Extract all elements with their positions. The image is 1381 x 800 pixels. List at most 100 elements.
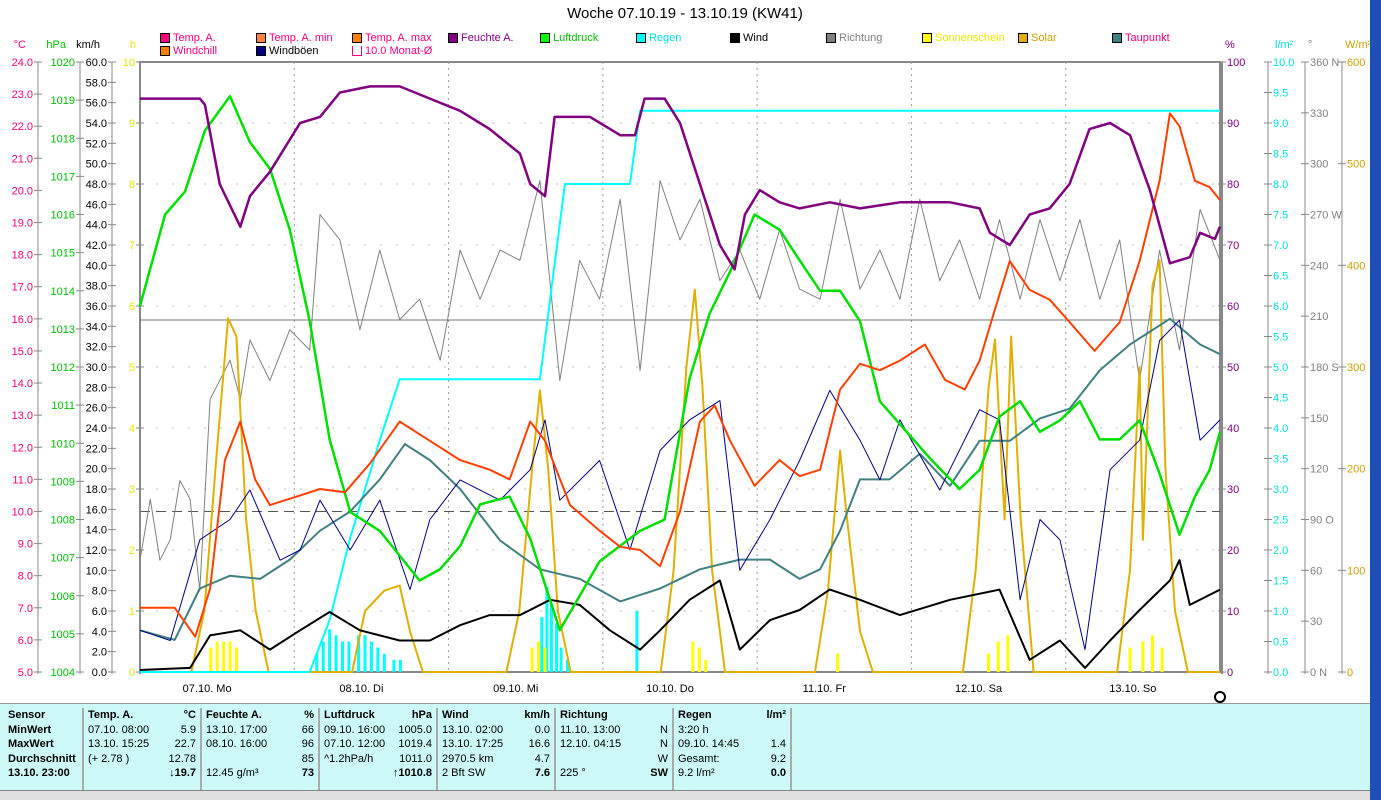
stats-cell: (+ 2.78 ) bbox=[88, 752, 130, 765]
stats-cell: 2970.5 km bbox=[442, 752, 494, 765]
tick-label-temp: 17.0 bbox=[12, 282, 33, 294]
stats-cell: W bbox=[657, 752, 668, 765]
stats-cell: Richtung bbox=[560, 709, 608, 721]
tick-label-solar: 200 bbox=[1347, 464, 1365, 476]
axis-unit-temp: °C bbox=[14, 39, 26, 51]
tick-label-hum: 40 bbox=[1227, 423, 1239, 435]
tick-label-wind: 26.0 bbox=[86, 403, 107, 415]
tick-label-wind: 16.0 bbox=[86, 504, 107, 516]
tick-label-press: 1007 bbox=[51, 553, 75, 565]
axis-unit-press: hPa bbox=[46, 39, 66, 51]
tick-label-wind: 42.0 bbox=[86, 240, 107, 252]
tick-label-rain: 2.5 bbox=[1273, 515, 1288, 527]
stats-cell: ↓19.7 bbox=[169, 767, 196, 779]
bar-sonnenschein bbox=[1128, 647, 1132, 672]
legend-swatch bbox=[826, 33, 836, 43]
tick-label-wind: 44.0 bbox=[86, 220, 107, 232]
legend-swatch bbox=[730, 33, 740, 43]
tick-label-dir: 60 bbox=[1310, 565, 1322, 577]
tick-label-press: 1009 bbox=[51, 476, 75, 488]
bar-sonnenschein bbox=[215, 641, 219, 672]
stats-row: Wind km/h bbox=[442, 708, 550, 723]
tick-label-rain: 1.5 bbox=[1273, 576, 1288, 588]
tick-label-dir: 150 bbox=[1310, 413, 1328, 425]
tick-label-hum: 90 bbox=[1227, 118, 1239, 130]
tick-label-rain: 7.5 bbox=[1273, 210, 1288, 222]
tick-label-temp: 14.0 bbox=[12, 378, 33, 390]
stats-row: 3:20 h bbox=[678, 723, 786, 738]
legend-item: Windböen bbox=[256, 45, 319, 57]
stats-row: 225 ° SW bbox=[560, 766, 668, 781]
tick-label-dir: 30 bbox=[1310, 616, 1322, 628]
legend-label: Taupunkt bbox=[1125, 32, 1170, 44]
tick-label-temp: 19.0 bbox=[12, 218, 33, 230]
legend-label: Feuchte A. bbox=[461, 32, 514, 44]
tick-label-temp: 21.0 bbox=[12, 153, 33, 165]
stats-cell: 2 Bft SW bbox=[442, 767, 486, 779]
stats-cell: Feuchte A. bbox=[206, 709, 262, 721]
tick-label-wind: 24.0 bbox=[86, 423, 107, 435]
legend-item: Temp. A. max bbox=[352, 32, 432, 44]
stats-cell: 22.7 bbox=[174, 738, 196, 750]
bar-regen bbox=[363, 635, 367, 672]
stats-row: Gesamt: 9.2 bbox=[678, 752, 786, 767]
legend-item: Temp. A. bbox=[160, 32, 216, 44]
legend-swatch bbox=[1018, 33, 1028, 43]
legend-label: Wind bbox=[743, 32, 769, 44]
legend-swatch bbox=[448, 33, 458, 43]
tick-label-dir: 330 bbox=[1310, 108, 1328, 120]
stats-column: Wind km/h 13.10. 02:00 0.0 13.10. 17:25 16.6 2… bbox=[438, 708, 556, 790]
stats-row: 13.10. 23:00 bbox=[8, 766, 78, 781]
scroll-handle[interactable] bbox=[1214, 691, 1226, 703]
legend-label: Temp. A. min bbox=[269, 32, 333, 44]
tick-label-sun: 4 bbox=[129, 423, 135, 435]
bar-regen bbox=[376, 647, 380, 672]
stats-cell: 09.10. 16:00 bbox=[324, 723, 386, 736]
tick-label-temp: 23.0 bbox=[12, 89, 33, 101]
stats-cell: % bbox=[304, 709, 314, 721]
tick-label-wind: 56.0 bbox=[86, 98, 107, 110]
bar-regen bbox=[341, 641, 344, 672]
tick-label-wind: 34.0 bbox=[86, 321, 107, 333]
legend-label: Luftdruck bbox=[553, 32, 599, 44]
stats-row: 9.2 l/m² 0.0 bbox=[678, 766, 786, 781]
tick-label-press: 1017 bbox=[51, 171, 75, 183]
bar-regen bbox=[566, 659, 569, 672]
bar-regen bbox=[545, 586, 549, 672]
chart-title: Woche 07.10.19 - 13.10.19 (KW41) bbox=[567, 5, 803, 22]
stats-cell: Gesamt: bbox=[678, 752, 720, 765]
tick-label-sun: 0 bbox=[129, 667, 135, 679]
tick-label-wind: 10.0 bbox=[86, 565, 107, 577]
stats-cell: Luftdruck bbox=[324, 709, 375, 721]
stats-cell: 13.10. 17:00 bbox=[206, 723, 268, 736]
legend-item: Richtung bbox=[826, 32, 882, 44]
stats-cell: 225 ° bbox=[560, 767, 586, 779]
bar-sonnenschein bbox=[1141, 641, 1145, 672]
bar-sonnenschein bbox=[537, 641, 541, 672]
axis-unit-sun: h bbox=[130, 39, 136, 51]
day-label: 12.10. Sa bbox=[955, 683, 1003, 695]
tick-label-wind: 38.0 bbox=[86, 281, 107, 293]
tick-label-wind: 18.0 bbox=[86, 484, 107, 496]
stats-cell: 1011.0 bbox=[399, 752, 432, 765]
tick-label-hum: 80 bbox=[1227, 179, 1239, 191]
stats-column: Regen l/m² 3:20 h 09.10. 14:45 1.4 Gesamt: 9.2… bbox=[674, 708, 792, 790]
tick-label-sun: 2 bbox=[129, 545, 135, 557]
day-label: 07.10. Mo bbox=[183, 683, 232, 695]
stats-cell: Temp. A. bbox=[88, 709, 134, 721]
stats-cell: 0.0 bbox=[770, 767, 786, 779]
bar-sonnenschein bbox=[1160, 647, 1164, 672]
tick-label-temp: 12.0 bbox=[12, 442, 33, 454]
stats-row: 12.45 g/m³ 73 bbox=[206, 766, 314, 781]
legend-item: Luftdruck bbox=[540, 32, 598, 44]
stats-row: 09.10. 14:45 1.4 bbox=[678, 737, 786, 752]
tick-label-press: 1019 bbox=[51, 95, 75, 107]
tick-label-sun: 1 bbox=[129, 606, 135, 618]
bar-regen bbox=[392, 659, 396, 672]
stats-row: 13.10. 17:00 66 bbox=[206, 723, 314, 738]
legend-label: Temp. A. bbox=[173, 32, 216, 44]
bar-regen bbox=[315, 653, 319, 672]
tick-label-solar: 400 bbox=[1347, 260, 1365, 272]
tick-label-dir: 360 N bbox=[1310, 57, 1339, 69]
tick-label-temp: 11.0 bbox=[12, 474, 33, 486]
